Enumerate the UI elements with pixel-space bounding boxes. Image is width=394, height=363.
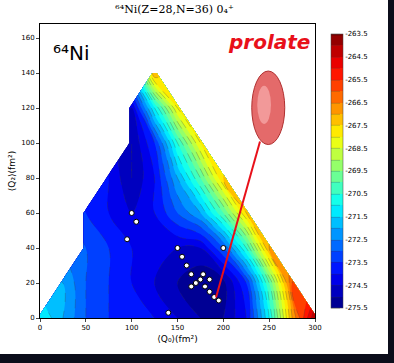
svg-text:60: 60 [26,209,35,217]
svg-text:40: 40 [26,244,35,252]
svg-text:300: 300 [308,324,321,332]
svg-text:-271.5: -271.5 [345,213,368,221]
svg-text:120: 120 [21,104,34,112]
svg-text:-264.5: -264.5 [345,53,368,61]
svg-text:0: 0 [38,324,42,332]
svg-text:100: 100 [125,324,138,332]
svg-text:prolate: prolate [228,30,310,54]
svg-text:250: 250 [262,324,275,332]
svg-text:-265.5: -265.5 [345,76,368,84]
svg-text:⁶⁴Ni: ⁶⁴Ni [53,41,90,65]
svg-text:-267.5: -267.5 [345,122,368,130]
svg-text:-270.5: -270.5 [345,190,368,198]
svg-text:-273.5: -273.5 [345,259,368,267]
svg-text:0: 0 [30,314,34,322]
svg-text:50: 50 [81,324,90,332]
svg-text:-269.5: -269.5 [345,167,368,175]
svg-text:100: 100 [21,139,34,147]
svg-text:-263.5: -263.5 [345,30,368,38]
svg-text:⁶⁴Ni(Z=28,N=36) 0₄⁺: ⁶⁴Ni(Z=28,N=36) 0₄⁺ [115,3,234,16]
svg-text:-268.5: -268.5 [345,145,368,153]
svg-text:20: 20 [26,279,35,287]
svg-text:⟨Q₂⟩(fm²): ⟨Q₂⟩(fm²) [7,151,17,191]
svg-text:140: 140 [21,69,34,77]
svg-text:200: 200 [217,324,230,332]
svg-text:⟨Q₀⟩(fm²): ⟨Q₀⟩(fm²) [157,334,197,344]
svg-text:160: 160 [21,34,34,42]
svg-text:-266.5: -266.5 [345,99,368,107]
svg-text:80: 80 [26,174,35,182]
svg-text:-275.5: -275.5 [345,304,368,312]
svg-text:-274.5: -274.5 [345,282,368,290]
svg-text:150: 150 [171,324,184,332]
svg-text:-272.5: -272.5 [345,236,368,244]
